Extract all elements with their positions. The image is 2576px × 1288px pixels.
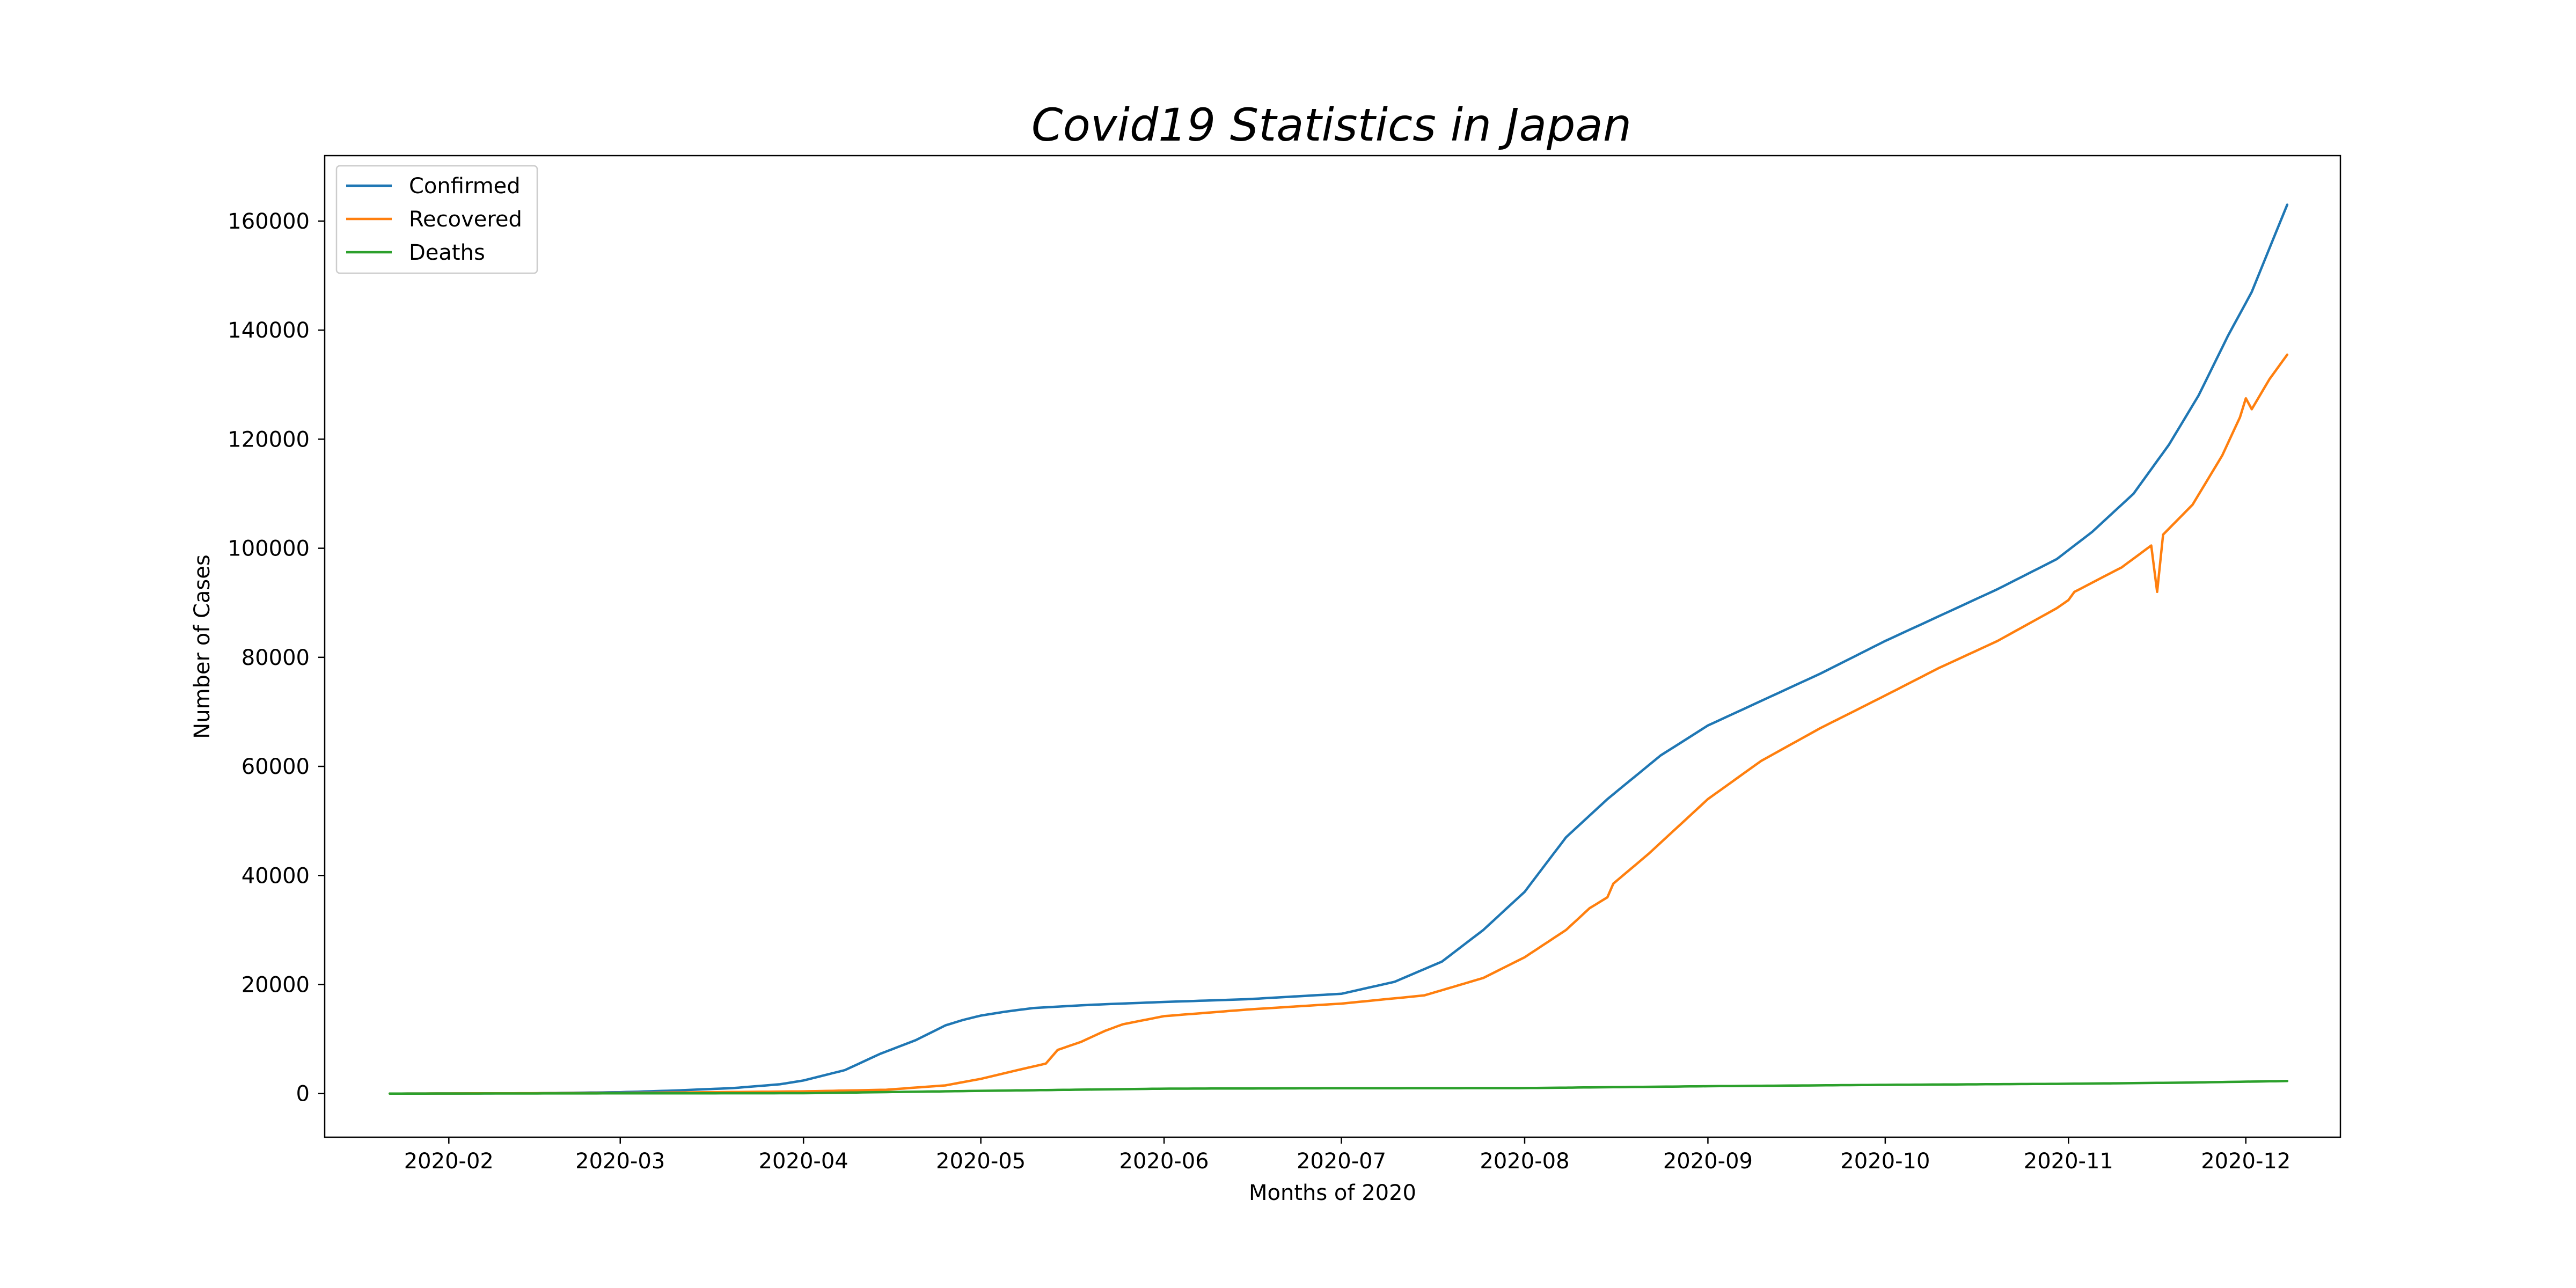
x-tick-label: 2020-02	[404, 1149, 494, 1174]
x-tick-label: 2020-11	[2024, 1149, 2113, 1174]
legend-box	[335, 165, 538, 274]
y-tick-label: 100000	[228, 537, 310, 561]
x-tick-label: 2020-03	[575, 1149, 665, 1174]
legend: Confirmed Recovered Deaths	[335, 165, 538, 274]
y-tick-label: 140000	[228, 318, 310, 343]
y-tick-label: 20000	[241, 972, 310, 997]
x-tick-label: 2020-06	[1119, 1149, 1209, 1174]
y-axis-label: Number of Cases	[190, 554, 215, 738]
y-tick-label: 60000	[241, 755, 310, 779]
x-tick-label: 2020-08	[1480, 1149, 1569, 1174]
legend-label-recovered: Recovered	[409, 207, 522, 232]
x-axis-label: Months of 2020	[1249, 1181, 1416, 1205]
y-tick-label: 120000	[228, 427, 310, 452]
x-tick-label: 2020-07	[1297, 1149, 1386, 1174]
plot-frame	[324, 155, 2341, 1138]
y-tick-label: 0	[296, 1082, 310, 1107]
y-axis-ticks: 0 20000 40000 60000 80000 100000 120000 140000 1…	[228, 209, 325, 1107]
y-tick-label: 40000	[241, 863, 310, 888]
x-tick-label: 2020-05	[936, 1149, 1026, 1174]
x-tick-label: 2020-12	[2201, 1149, 2290, 1174]
series-line-confirmed	[388, 203, 2289, 1095]
series-line-deaths	[388, 1080, 2289, 1095]
x-tick-label: 2020-04	[759, 1149, 848, 1174]
legend-label-confirmed: Confirmed	[409, 174, 521, 199]
x-axis-ticks: 2020-02 2020-03 2020-04 2020-05 2020-06 2020-…	[404, 1137, 2290, 1174]
chart-title: Covid19 Statistics in Japan	[1031, 99, 1631, 151]
series-layer	[388, 203, 2289, 1095]
x-tick-label: 2020-10	[1840, 1149, 1930, 1174]
y-tick-label: 160000	[228, 209, 310, 234]
legend-label-deaths: Deaths	[409, 240, 485, 265]
y-tick-label: 80000	[241, 646, 310, 670]
x-tick-label: 2020-09	[1663, 1149, 1753, 1174]
